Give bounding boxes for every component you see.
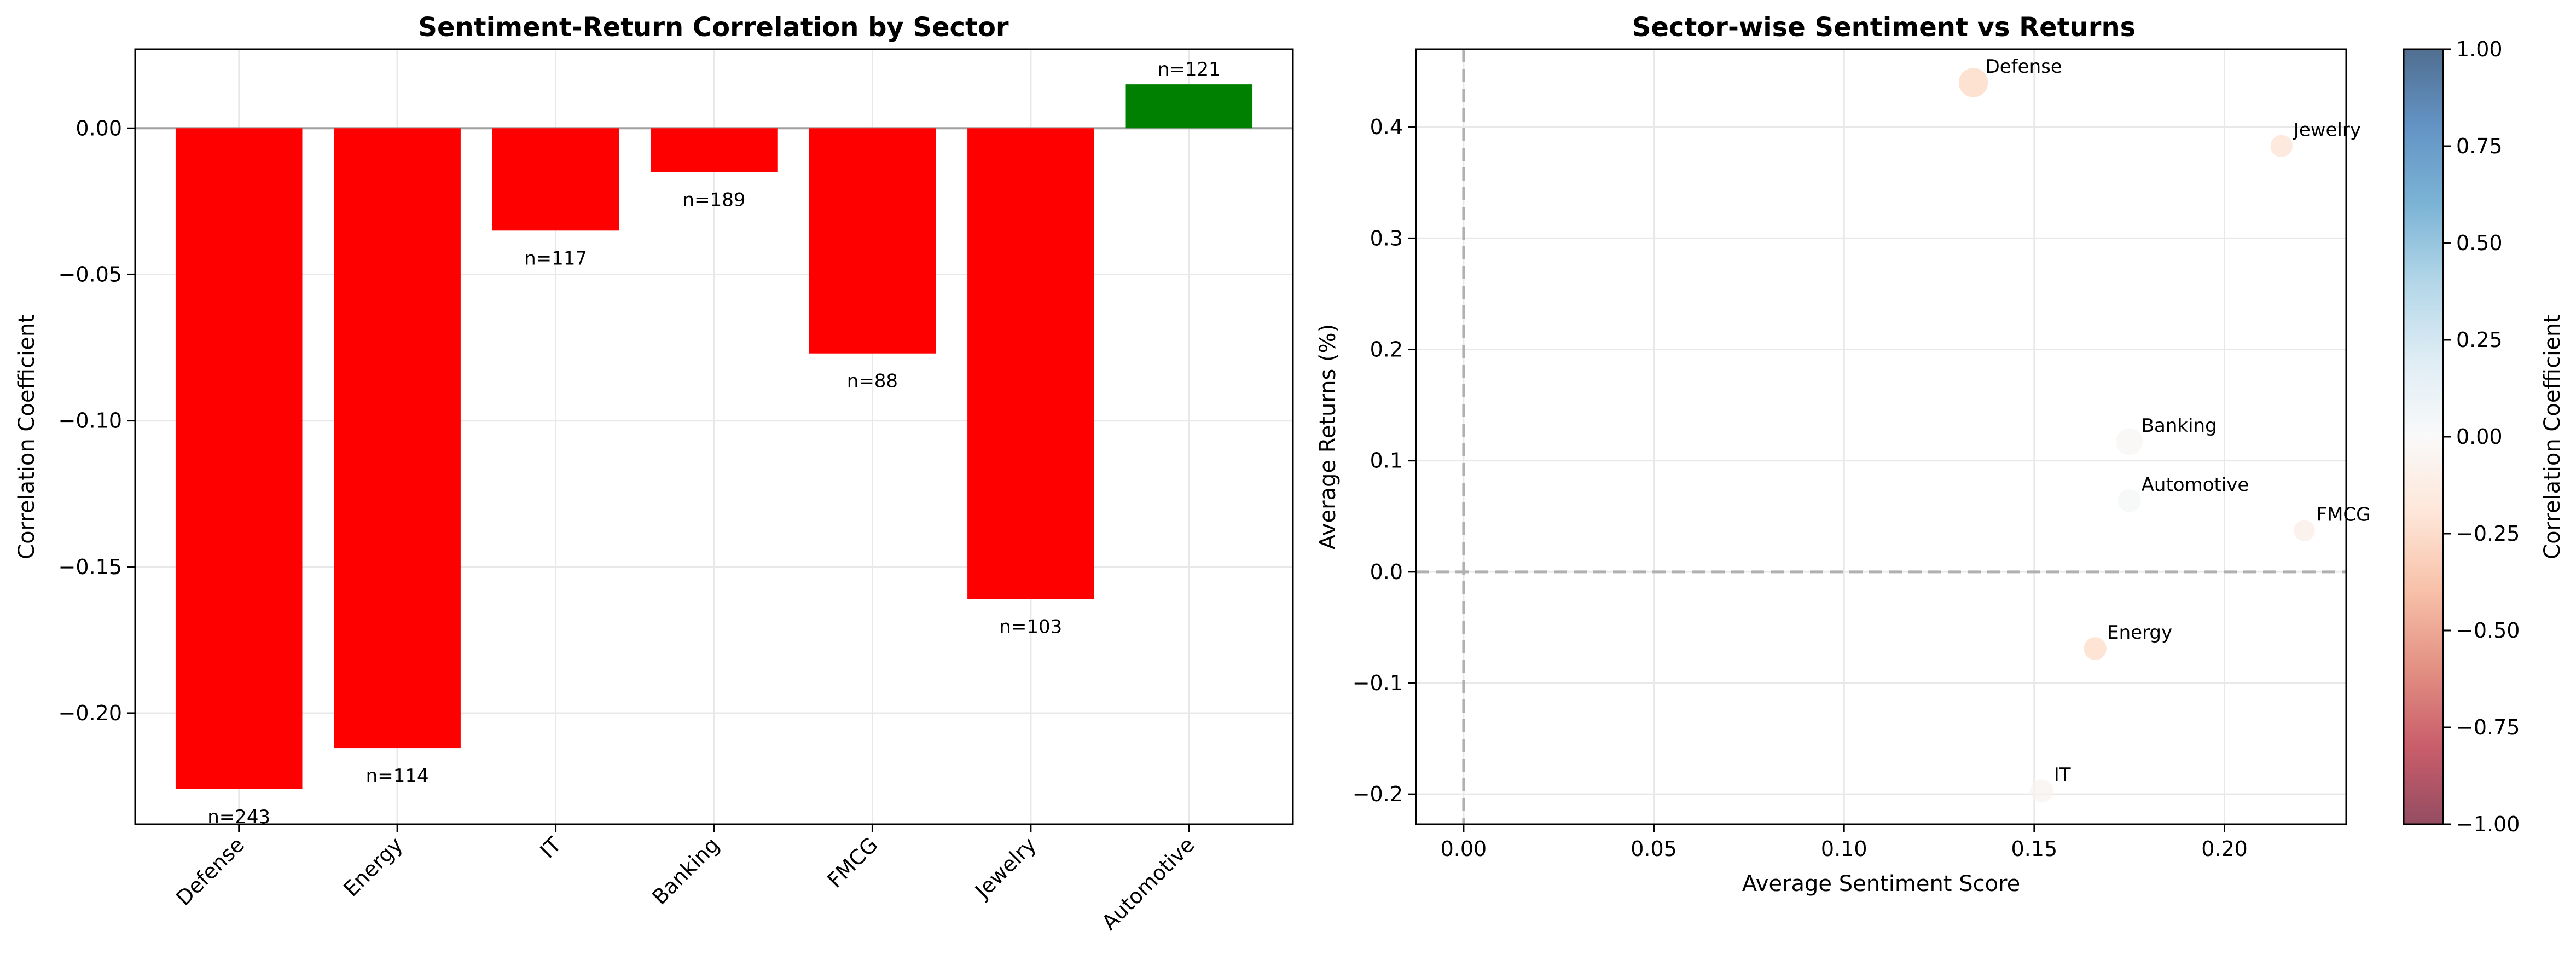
point-label: FMCG [2317, 504, 2371, 526]
plot-frame [1415, 48, 2347, 825]
scatter-point [2030, 779, 2053, 803]
y-tick-label: 0.3 [1370, 226, 1403, 250]
bar [334, 128, 461, 749]
colorbar-label: Correlation Coefficient [2540, 314, 2565, 559]
colorbar-tick-label: −0.75 [2456, 715, 2520, 739]
colorbar-tick-label: 0.25 [2456, 328, 2503, 352]
correlation-bar-chart: Sentiment-Return Correlation by Sector n… [14, 12, 1294, 935]
scatter-point [2116, 428, 2143, 455]
x-tick-label: Banking [647, 832, 724, 909]
sample-size-label: n=88 [847, 371, 898, 392]
point-label: Defense [1986, 56, 2062, 78]
x-tick-label: FMCG [822, 832, 882, 892]
colorbar-gradient [2403, 48, 2444, 825]
scatter-point [2084, 637, 2107, 660]
y-tick-label: −0.10 [59, 409, 122, 433]
sentiment-returns-scatter: Sector-wise Sentiment vs Returns Defense… [1315, 12, 2371, 896]
x-tick-label: IT [535, 832, 566, 863]
chart-title: Sentiment-Return Correlation by Sector [418, 12, 1009, 43]
sample-size-label: n=189 [683, 189, 746, 211]
sample-size-label: n=117 [524, 247, 587, 269]
y-tick-label: −0.15 [59, 555, 122, 579]
x-tick-label: 0.20 [2201, 837, 2248, 861]
sample-size-label: n=114 [366, 765, 429, 787]
point-label: Automotive [2142, 474, 2249, 496]
colorbar-tick-label: 0.00 [2456, 425, 2503, 449]
colorbar: 1.00 0.75 0.50 0.25 0.00 −0.25 −0.50 −0.75 −1.00… [2403, 37, 2565, 836]
colorbar-tick-label: 1.00 [2456, 37, 2503, 61]
x-axis-label: Average Sentiment Score [1742, 871, 2020, 896]
colorbar-tick-label: −0.50 [2456, 618, 2520, 643]
bar [967, 128, 1094, 599]
bar [1125, 84, 1253, 129]
x-tick-label: Automotive [1097, 832, 1199, 935]
sample-size-label: n=103 [999, 616, 1062, 638]
y-axis-label: Average Returns (%) [1315, 324, 1341, 549]
bar [492, 128, 619, 231]
bar [175, 128, 303, 789]
y-tick-label: 0.2 [1370, 338, 1403, 362]
y-tick-label: 0.4 [1370, 115, 1403, 139]
point-label: IT [2054, 764, 2071, 786]
y-tick-label: 0.00 [76, 116, 122, 140]
x-tick-label: 0.05 [1631, 837, 1677, 861]
y-axis-label: Correlation Coefficient [14, 314, 39, 559]
y-tick-label: 0.0 [1370, 560, 1403, 584]
x-tick-label: 0.00 [1441, 837, 1487, 861]
y-tick-label: −0.2 [1353, 782, 1403, 806]
y-tick-label: 0.1 [1370, 449, 1403, 473]
scatter-point [2117, 489, 2141, 513]
point-label: Energy [2107, 622, 2172, 644]
scatter-point [1958, 68, 1988, 97]
x-tick-label: 0.15 [2011, 837, 2058, 861]
x-tick-label: Energy [339, 832, 407, 901]
x-tick-label: Jewelry [970, 832, 1041, 904]
point-label: Banking [2142, 415, 2217, 437]
point-label: Jewelry [2293, 119, 2361, 141]
bar [809, 128, 936, 354]
scatter-point [2294, 520, 2315, 541]
colorbar-tick-label: 0.75 [2456, 134, 2503, 158]
sample-size-label: n=121 [1158, 59, 1221, 80]
y-tick-label: −0.05 [59, 262, 122, 286]
y-tick-label: −0.20 [59, 701, 122, 725]
x-tick-label: Defense [171, 832, 249, 910]
bar [651, 128, 778, 172]
y-tick-label: −0.1 [1353, 671, 1403, 695]
colorbar-tick-label: −1.00 [2456, 812, 2520, 836]
chart-title: Sector-wise Sentiment vs Returns [1632, 12, 2136, 43]
scatter-point [2270, 135, 2293, 157]
colorbar-tick-label: −0.25 [2456, 522, 2520, 546]
x-tick-label: 0.10 [1821, 837, 1867, 861]
colorbar-tick-label: 0.50 [2456, 231, 2503, 255]
